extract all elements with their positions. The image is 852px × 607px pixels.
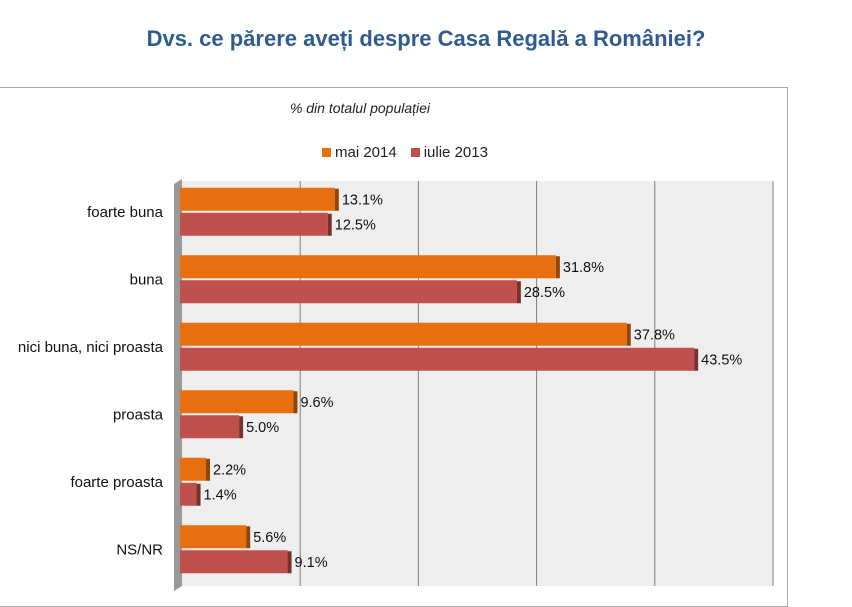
chart-subtitle: % din totalul populației — [289, 100, 431, 116]
category-label: proasta — [113, 406, 164, 423]
bar — [180, 457, 207, 481]
category-label: buna — [130, 271, 164, 288]
bar-end-cap — [334, 188, 339, 211]
bar-end-cap — [516, 281, 521, 304]
bar-end-cap — [239, 416, 244, 439]
bar — [180, 482, 197, 506]
data-label: 13.1% — [342, 192, 383, 208]
bar — [180, 255, 556, 279]
bar — [180, 550, 288, 574]
bar-end-cap — [206, 458, 211, 481]
bar — [180, 415, 240, 439]
bar — [180, 187, 335, 211]
legend-swatch-mai-2014 — [322, 148, 331, 157]
data-label: 28.5% — [524, 285, 565, 301]
bar-end-cap — [246, 526, 251, 549]
bar — [180, 390, 294, 414]
data-label: 5.0% — [246, 420, 279, 436]
bar — [180, 322, 627, 346]
bar-end-cap — [196, 483, 201, 506]
bar-end-cap — [293, 391, 298, 414]
bar — [180, 280, 517, 304]
bar — [180, 525, 247, 549]
legend-item-iulie-2013: iulie 2013 — [410, 144, 488, 161]
bar-end-cap — [327, 213, 332, 236]
data-label: 12.5% — [335, 217, 376, 233]
data-label: 1.4% — [204, 487, 237, 503]
bar-end-cap — [555, 256, 560, 279]
category-label: NS/NR — [116, 541, 163, 558]
chart-legend: mai 2014 iulie 2013 — [322, 144, 502, 161]
data-label: 5.6% — [253, 530, 286, 546]
data-label: 2.2% — [213, 462, 246, 478]
legend-swatch-iulie-2013 — [410, 148, 420, 157]
legend-item-mai-2014: mai 2014 — [322, 144, 397, 161]
bar — [180, 347, 695, 371]
data-label: 31.8% — [563, 260, 604, 276]
legend-label-mai-2014: mai 2014 — [335, 144, 397, 161]
category-label: foarte proasta — [70, 474, 163, 491]
data-label: 9.6% — [300, 395, 333, 411]
bar — [180, 212, 328, 236]
bar-end-cap — [287, 551, 292, 574]
data-label: 43.5% — [701, 352, 742, 368]
data-label: 37.8% — [634, 327, 675, 343]
page-title: Dvs. ce părere aveți despre Casa Regală … — [146, 26, 706, 51]
data-label: 9.1% — [295, 555, 328, 571]
bar-end-cap — [694, 348, 699, 371]
legend-label-iulie-2013: iulie 2013 — [423, 144, 488, 161]
plot-back-wall — [182, 181, 773, 586]
category-label: foarte buna — [87, 204, 164, 221]
bar-end-cap — [626, 323, 631, 346]
category-label: nici buna, nici proasta — [18, 339, 164, 356]
